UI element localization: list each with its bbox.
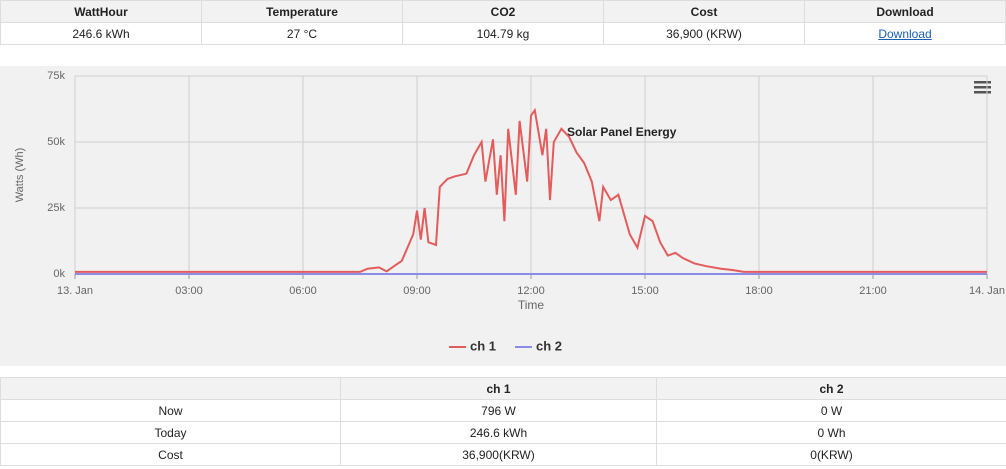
blank-header [0,377,341,400]
y-tick-label: 50k [47,136,65,148]
cell: Today [0,421,341,444]
header-cell: Download [804,0,1006,23]
header-cell: ch 2 [656,377,1006,400]
cell: Download [804,22,1006,45]
cell: 246.6 kWh [340,421,657,444]
x-tick-label: 12:00 [517,285,545,297]
cell: 36,900(KRW) [340,443,657,466]
row: Today 246.6 kWh 0 Wh [0,421,1006,444]
legend-label: ch 2 [536,338,562,353]
y-tick-label: 0k [53,268,65,280]
header-cell: CO2 [402,0,604,23]
legend-label: ch 1 [470,338,496,353]
x-tick-label: 14. Jan [969,285,1005,297]
chart: 0k 25k 50k 75k 13. Jan 03:00 06:00 09:00 12:00 15… [0,66,1006,366]
row: Cost 36,900(KRW) 0(KRW) [0,443,1006,466]
cell: 0 Wh [656,421,1006,444]
summary-table: WattHour Temperature CO2 Cost Download 246.6 … [0,0,1006,45]
cell: Now [0,399,341,422]
download-link[interactable]: Download [878,26,932,41]
menu-icon[interactable] [974,81,991,94]
header-cell: WattHour [0,0,202,23]
cell: 796 W [340,399,657,422]
cell: 36,900 (KRW) [603,22,805,45]
series-line [75,107,987,273]
cell: 27 °C [201,22,403,45]
x-tick-label: 13. Jan [57,285,93,297]
x-tick-label: 09:00 [403,285,431,297]
cell: 0(KRW) [656,443,1006,466]
cell: 246.6 kWh [0,22,202,45]
y-tick-label: 25k [47,202,65,214]
x-tick-label: 15:00 [631,285,659,297]
cell: 0 W [656,399,1006,422]
chart-title: Solar Panel Energy [567,125,677,139]
x-tick-label: 21:00 [859,285,887,297]
x-tick-label: 03:00 [175,285,203,297]
cell: Cost [0,443,341,466]
y-tick-label: 75k [47,70,65,82]
x-axis-title: Time [518,298,545,312]
header-cell: Cost [603,0,805,23]
x-tick-label: 06:00 [289,285,317,297]
x-tick-label: 18:00 [745,285,773,297]
chart-background [0,66,1006,366]
header-cell: Temperature [201,0,403,23]
y-axis-title: Watts (Wh) [14,148,26,203]
cell: 104.79 kg [402,22,604,45]
header-cell: ch 1 [340,377,657,400]
